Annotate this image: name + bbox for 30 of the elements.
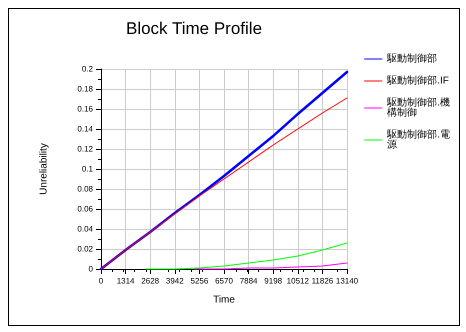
y-tick-label: 0.1 <box>82 164 94 174</box>
x-tick-label: 6570 <box>215 276 234 286</box>
x-tick-label: 10512 <box>286 276 310 286</box>
legend-label: 駆動制御部 <box>386 52 438 64</box>
legend-label: 駆動制御部.IF <box>386 74 449 86</box>
x-tick-label: 11826 <box>312 276 334 286</box>
y-tick-label: 0.06 <box>77 204 94 214</box>
x-tick-label: 9198 <box>264 276 283 286</box>
y-tick-label: 0.04 <box>77 224 94 234</box>
y-axis-title: Unreliability <box>38 143 50 195</box>
x-axis-title: Time <box>213 294 236 306</box>
y-tick-label: 0.08 <box>77 184 94 194</box>
y-tick-label: 0.2 <box>82 64 94 74</box>
legend-label: 駆動制御部.機構制御 <box>386 96 450 118</box>
y-tick-label: 0 <box>88 264 94 274</box>
x-tick-label: 1314 <box>116 276 136 286</box>
line-series <box>145 242 348 270</box>
y-tick-label: 0.14 <box>77 124 94 134</box>
legend-label: 駆動制御部.電源 <box>386 128 450 150</box>
x-tick-label: 2628 <box>141 276 160 286</box>
y-tick-label: 0.02 <box>77 244 94 254</box>
y-tick-label: 0.16 <box>77 104 94 114</box>
x-tick-label: 7884 <box>240 276 258 286</box>
chart-title: Block Time Profile <box>126 19 262 38</box>
x-tick-label: 3942 <box>166 276 184 286</box>
y-tick-label: 0.12 <box>77 144 94 154</box>
x-tick-label: 5256 <box>190 276 209 286</box>
y-tick-label: 0.18 <box>77 84 94 94</box>
x-tick-label: 0 <box>98 276 104 286</box>
x-tick-label: 13140 <box>336 276 359 286</box>
